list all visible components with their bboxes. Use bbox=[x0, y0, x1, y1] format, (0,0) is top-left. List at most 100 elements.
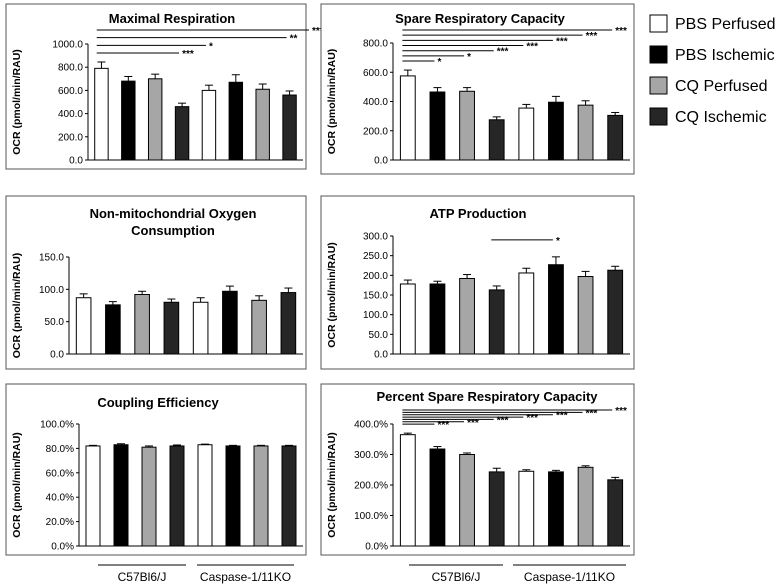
chart-panel-coupling-efficiency: Coupling Efficiency 0.0% 20.0% 40.0% 60.0% 80… bbox=[5, 383, 307, 556]
y-tick-label: 80.0% bbox=[46, 444, 74, 455]
group-label-c57bl6-j: C57Bl6/J bbox=[432, 570, 481, 584]
y-tick-label: 40.0% bbox=[46, 493, 74, 504]
y-axis-label: OCR (pmol/min/RAU) bbox=[326, 432, 338, 538]
bar-caspase-1-11ko-cq-ischemic bbox=[607, 114, 624, 161]
legend-swatch bbox=[649, 107, 668, 126]
bar-caspase-1-11ko-pbs-ischemic bbox=[548, 101, 564, 161]
y-tick-label: 0.0 bbox=[69, 156, 83, 167]
y-tick-label: 800.0 bbox=[58, 63, 83, 74]
bar-caspase-1-11ko-cq-perfused bbox=[577, 104, 594, 161]
legend-label: CQ Perfused bbox=[675, 78, 767, 95]
bar-caspase-1-11ko-cq-ischemic bbox=[607, 269, 624, 355]
group-label-caspase-1-11ko: Caspase-1/11KO bbox=[524, 570, 615, 584]
bar-c57bl6-j-pbs-perfused bbox=[85, 445, 101, 547]
chart-panel-atp-production: ATP Production 0.0 50.0 100.0 150.0 200.0 250.… bbox=[320, 195, 635, 370]
significance-label: *** bbox=[586, 31, 598, 42]
y-tick-label: 600.0 bbox=[363, 68, 388, 79]
chart-title-line: Consumption bbox=[131, 223, 215, 238]
chart-panel-percent-spare-respiratory-capacity: Percent Spare Respiratory Capacity 0.0% 10… bbox=[320, 383, 635, 556]
y-tick-label: 400.0% bbox=[354, 420, 388, 431]
bar-c57bl6-j-cq-perfused bbox=[147, 78, 163, 161]
significance-label: *** bbox=[526, 42, 538, 53]
bar-caspase-1-11ko-cq-perfused bbox=[577, 466, 594, 547]
chart-title: ATP Production bbox=[429, 206, 526, 221]
y-tick-label: 0.0 bbox=[374, 156, 388, 167]
bar-c57bl6-j-pbs-ischemic bbox=[429, 91, 446, 161]
y-tick-label: 0.0% bbox=[365, 542, 388, 553]
y-tick-label: 200.0 bbox=[58, 132, 83, 143]
y-tick-label: 100.0% bbox=[40, 420, 74, 431]
y-axis-label: OCR (pmol/min/RAU) bbox=[326, 242, 338, 348]
bar-caspase-1-11ko-pbs-perfused bbox=[518, 272, 535, 355]
bar-caspase-1-11ko-cq-ischemic bbox=[282, 94, 297, 161]
significance-label: *** bbox=[615, 26, 627, 37]
bar-caspase-1-11ko-cq-ischemic bbox=[280, 292, 297, 355]
y-tick-label: 0.0% bbox=[51, 542, 74, 553]
legend-swatch bbox=[649, 14, 668, 33]
y-tick-label: 300.0% bbox=[354, 450, 388, 461]
bar-c57bl6-j-cq-ischemic bbox=[488, 289, 505, 355]
legend-label: CQ Ischemic bbox=[675, 109, 767, 126]
y-tick-label: 200.0 bbox=[363, 271, 388, 282]
y-axis-label: OCR (pmol/min/RAU) bbox=[11, 432, 23, 538]
chart-title: Maximal Respiration bbox=[109, 11, 235, 26]
bar-c57bl6-j-cq-ischemic bbox=[163, 301, 180, 355]
y-tick-label: 300.0 bbox=[363, 232, 388, 243]
chart-panels: Maximal Respiration 0.0 200.0 400.0 600.0 800… bbox=[5, 3, 635, 556]
y-tick-label: 20.0% bbox=[46, 517, 74, 528]
bar-caspase-1-11ko-pbs-ischemic bbox=[548, 264, 564, 355]
y-tick-label: 200.0% bbox=[354, 481, 388, 492]
y-tick-label: 150.0 bbox=[39, 253, 64, 264]
legend: PBS Perfused PBS Ischemic CQ Perfused CQ Is… bbox=[649, 14, 776, 126]
group-label-c57bl6-j: C57Bl6/J bbox=[118, 570, 167, 584]
y-tick-label: 60.0% bbox=[46, 468, 74, 479]
bar-caspase-1-11ko-cq-perfused bbox=[251, 299, 267, 355]
significance-label: * bbox=[467, 52, 471, 63]
bar-caspase-1-11ko-cq-perfused bbox=[253, 445, 269, 547]
y-tick-label: 1000.0 bbox=[52, 40, 83, 51]
bar-caspase-1-11ko-pbs-ischemic bbox=[228, 81, 244, 161]
bar-caspase-1-11ko-pbs-ischemic bbox=[225, 445, 241, 547]
chart-title: Coupling Efficiency bbox=[97, 395, 219, 410]
bar-caspase-1-11ko-cq-perfused bbox=[255, 88, 270, 161]
y-tick-label: 250.0 bbox=[363, 251, 388, 262]
y-tick-label: 400.0 bbox=[363, 97, 388, 108]
bar-c57bl6-j-pbs-perfused bbox=[75, 297, 92, 355]
bar-caspase-1-11ko-cq-perfused bbox=[577, 276, 594, 355]
bar-c57bl6-j-pbs-perfused bbox=[399, 434, 416, 547]
y-tick-label: 50.0 bbox=[369, 330, 389, 341]
bar-caspase-1-11ko-pbs-perfused bbox=[192, 301, 209, 355]
bar-c57bl6-j-cq-ischemic bbox=[169, 445, 185, 547]
bar-caspase-1-11ko-pbs-ischemic bbox=[222, 290, 238, 355]
legend-item-pbs-ischemic: PBS Ischemic bbox=[649, 45, 775, 64]
bar-caspase-1-11ko-cq-ischemic bbox=[281, 445, 297, 547]
significance-label: *** bbox=[312, 26, 324, 37]
bar-c57bl6-j-pbs-ischemic bbox=[113, 444, 129, 547]
significance-label: *** bbox=[182, 49, 194, 60]
chart-title: Spare Respiratory Capacity bbox=[395, 11, 566, 26]
legend-swatch bbox=[649, 76, 668, 95]
significance-label: *** bbox=[556, 36, 568, 47]
significance-label: *** bbox=[497, 47, 509, 58]
bar-c57bl6-j-pbs-perfused bbox=[399, 75, 416, 161]
significance-label: *** bbox=[615, 406, 627, 417]
chart-title-line: Non-mitochondrial Oxygen bbox=[90, 206, 257, 221]
y-axis-label: OCR (pmol/min/RAU) bbox=[326, 49, 338, 155]
significance-label: *** bbox=[556, 411, 568, 422]
y-axis-label: OCR (pmol/min/RAU) bbox=[11, 253, 23, 359]
significance-label: *** bbox=[586, 408, 598, 419]
bar-caspase-1-11ko-pbs-perfused bbox=[197, 444, 213, 547]
bar-c57bl6-j-cq-perfused bbox=[134, 294, 150, 355]
bar-caspase-1-11ko-pbs-perfused bbox=[201, 89, 217, 161]
y-tick-label: 0.0 bbox=[374, 350, 388, 361]
y-tick-label: 600.0 bbox=[58, 86, 83, 97]
bar-c57bl6-j-cq-perfused bbox=[141, 446, 157, 547]
chart-panel-maximal-respiration: Maximal Respiration 0.0 200.0 400.0 600.0 800… bbox=[5, 3, 324, 170]
bar-caspase-1-11ko-pbs-ischemic bbox=[548, 471, 564, 547]
significance-label: ** bbox=[290, 34, 298, 45]
significance-label: *** bbox=[526, 413, 538, 424]
y-tick-label: 100.0 bbox=[363, 310, 388, 321]
chart-panel-spare-respiratory-capacity: Spare Respiratory Capacity 0.0 200.0 400.0 6… bbox=[320, 3, 635, 175]
bar-c57bl6-j-cq-perfused bbox=[459, 277, 475, 355]
bar-c57bl6-j-cq-perfused bbox=[459, 454, 475, 547]
